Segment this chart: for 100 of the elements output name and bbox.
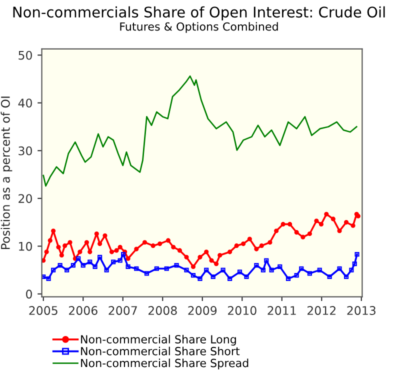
- point: [120, 252, 126, 257]
- x-tick-label: 2006: [68, 306, 98, 315]
- point: [228, 250, 232, 254]
- point: [88, 260, 92, 264]
- point: [51, 268, 56, 272]
- point: [294, 273, 299, 278]
- point: [92, 264, 98, 270]
- point: [198, 276, 202, 281]
- point: [102, 233, 108, 238]
- point: [294, 230, 299, 235]
- point: [190, 264, 196, 270]
- point: [237, 270, 242, 274]
- y-tick-label: 0: [26, 290, 32, 299]
- chart-subtitle: Futures & Options Combined: [120, 22, 278, 33]
- point: [254, 262, 259, 268]
- point: [210, 274, 216, 280]
- x-tick-label: 2012: [307, 306, 336, 315]
- point: [352, 262, 357, 266]
- x-tick-label: 2008: [148, 306, 177, 315]
- point: [134, 246, 139, 252]
- point: [84, 240, 89, 245]
- point: [177, 248, 182, 253]
- point: [126, 264, 130, 270]
- x-tick-label: 2005: [29, 306, 58, 315]
- x-tick-label: 2013: [347, 306, 376, 315]
- point: [244, 274, 249, 280]
- point: [324, 212, 329, 216]
- point: [109, 250, 114, 254]
- point: [218, 252, 222, 258]
- point: [76, 256, 81, 261]
- point: [98, 242, 102, 246]
- point: [164, 266, 169, 271]
- x-tick-label: 2011: [268, 306, 296, 315]
- point: [344, 274, 349, 280]
- legend-label: Non-commercial Share Spread: [81, 358, 248, 370]
- point: [58, 262, 62, 268]
- point: [354, 252, 360, 257]
- point: [307, 231, 312, 236]
- point: [314, 218, 319, 224]
- line-series: [42, 75, 358, 187]
- y-tick-label: 20: [18, 194, 32, 204]
- point: [118, 258, 122, 263]
- point: [48, 238, 52, 243]
- point: [317, 268, 322, 272]
- chart-title: Non-commercials Share of Open Interest: Crude Oil: [13, 6, 385, 20]
- point: [166, 238, 170, 243]
- point: [209, 258, 214, 263]
- point: [307, 271, 312, 276]
- point: [269, 268, 274, 272]
- point: [327, 274, 332, 280]
- point: [330, 216, 336, 222]
- point: [286, 276, 291, 281]
- point: [234, 243, 239, 248]
- point: [280, 222, 286, 226]
- y-tick-label: 30: [18, 146, 32, 156]
- point: [264, 258, 269, 263]
- point: [344, 220, 349, 225]
- point: [68, 240, 72, 245]
- point: [114, 248, 119, 253]
- point: [154, 266, 159, 271]
- point: [171, 244, 176, 250]
- point: [104, 268, 109, 272]
- point: [288, 222, 292, 226]
- point: [44, 250, 49, 254]
- legend-label: Non-commercial Share Short: [81, 346, 240, 356]
- point: [51, 228, 56, 234]
- point: [214, 262, 219, 266]
- point: [184, 268, 189, 272]
- y-tick-label: 50: [18, 50, 32, 60]
- point: [184, 254, 189, 260]
- x-tick-label: 2009: [188, 306, 217, 315]
- point: [350, 223, 356, 228]
- point: [278, 264, 282, 270]
- x-tick-label: 2010: [228, 306, 256, 315]
- x-tick-label: 2007: [108, 306, 137, 315]
- point: [62, 243, 68, 248]
- y-axis-title: Position as a percent of OI: [0, 96, 12, 250]
- point: [337, 266, 342, 271]
- point: [64, 268, 70, 272]
- point: [300, 234, 306, 240]
- point: [260, 268, 266, 272]
- point: [220, 268, 226, 272]
- y-tick-label: 10: [19, 242, 32, 251]
- point: [198, 254, 202, 260]
- point: [78, 250, 82, 254]
- legend-label: Non-commercial Share Long: [81, 334, 236, 346]
- point: [318, 222, 324, 226]
- point: [158, 242, 162, 246]
- point: [247, 236, 252, 242]
- point: [190, 273, 196, 278]
- point: [80, 262, 86, 268]
- point: [150, 243, 156, 248]
- point: [228, 276, 232, 281]
- point: [134, 266, 139, 271]
- point: [144, 271, 150, 276]
- point: [274, 228, 279, 234]
- point: [204, 268, 209, 272]
- point: [88, 250, 92, 254]
- point: [70, 262, 76, 268]
- point: [337, 228, 342, 234]
